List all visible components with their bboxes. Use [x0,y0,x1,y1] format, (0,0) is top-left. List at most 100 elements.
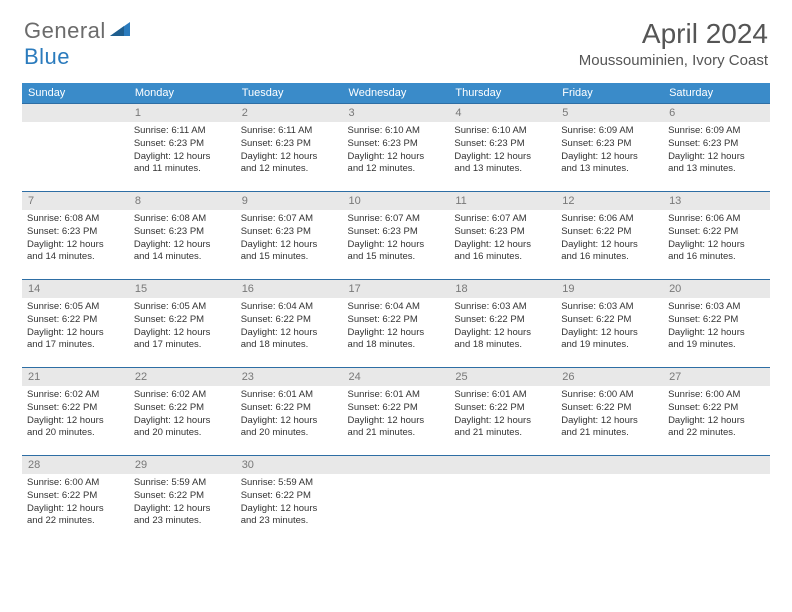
day-sunrise: Sunrise: 6:06 AM [668,213,765,226]
day-cell: 21Sunrise: 6:02 AMSunset: 6:22 PMDayligh… [22,368,129,456]
day-number: 14 [22,280,129,298]
day-sunset: Sunset: 6:23 PM [454,138,551,151]
day-cell: 20Sunrise: 6:03 AMSunset: 6:22 PMDayligh… [663,280,770,368]
dow-tuesday: Tuesday [236,83,343,104]
day-sunrise: Sunrise: 6:04 AM [348,301,445,314]
day-day1: Daylight: 12 hours [454,239,551,252]
day-sunrise: Sunrise: 6:09 AM [561,125,658,138]
day-sunrise: Sunrise: 6:02 AM [27,389,124,402]
day-sunset: Sunset: 6:23 PM [134,138,231,151]
day-sunset: Sunset: 6:22 PM [27,490,124,503]
day-day2: and 12 minutes. [241,163,338,176]
day-day1: Daylight: 12 hours [454,327,551,340]
day-number: 4 [449,104,556,122]
day-body: Sunrise: 6:03 AMSunset: 6:22 PMDaylight:… [663,298,770,355]
day-sunset: Sunset: 6:22 PM [241,314,338,327]
day-body: Sunrise: 6:03 AMSunset: 6:22 PMDaylight:… [556,298,663,355]
day-sunrise: Sunrise: 6:03 AM [668,301,765,314]
day-cell: 14Sunrise: 6:05 AMSunset: 6:22 PMDayligh… [22,280,129,368]
header: General April 2024 Moussouminien, Ivory … [0,0,792,75]
day-sunset: Sunset: 6:22 PM [454,314,551,327]
day-cell [556,456,663,544]
day-sunrise: Sunrise: 6:01 AM [454,389,551,402]
day-day2: and 13 minutes. [454,163,551,176]
day-sunset: Sunset: 6:22 PM [241,402,338,415]
day-body: Sunrise: 5:59 AMSunset: 6:22 PMDaylight:… [129,474,236,531]
day-day2: and 11 minutes. [134,163,231,176]
day-body: Sunrise: 6:01 AMSunset: 6:22 PMDaylight:… [343,386,450,443]
day-sunset: Sunset: 6:22 PM [27,402,124,415]
day-body: Sunrise: 6:05 AMSunset: 6:22 PMDaylight:… [129,298,236,355]
dow-sunday: Sunday [22,83,129,104]
day-sunset: Sunset: 6:23 PM [27,226,124,239]
day-day2: and 18 minutes. [348,339,445,352]
day-cell: 18Sunrise: 6:03 AMSunset: 6:22 PMDayligh… [449,280,556,368]
day-cell [663,456,770,544]
logo-text-general: General [24,18,106,44]
day-number: 22 [129,368,236,386]
day-day2: and 17 minutes. [27,339,124,352]
day-cell: 22Sunrise: 6:02 AMSunset: 6:22 PMDayligh… [129,368,236,456]
week-row: 1Sunrise: 6:11 AMSunset: 6:23 PMDaylight… [22,104,770,192]
day-number: 5 [556,104,663,122]
day-number: 26 [556,368,663,386]
day-day1: Daylight: 12 hours [668,327,765,340]
day-day1: Daylight: 12 hours [241,151,338,164]
day-cell [343,456,450,544]
day-sunrise: Sunrise: 6:11 AM [134,125,231,138]
day-body: Sunrise: 6:07 AMSunset: 6:23 PMDaylight:… [343,210,450,267]
day-day2: and 20 minutes. [27,427,124,440]
day-day1: Daylight: 12 hours [561,415,658,428]
day-day1: Daylight: 12 hours [348,151,445,164]
day-day1: Daylight: 12 hours [134,415,231,428]
day-cell: 30Sunrise: 5:59 AMSunset: 6:22 PMDayligh… [236,456,343,544]
day-day2: and 23 minutes. [134,515,231,528]
day-cell: 28Sunrise: 6:00 AMSunset: 6:22 PMDayligh… [22,456,129,544]
day-number: 11 [449,192,556,210]
day-cell: 19Sunrise: 6:03 AMSunset: 6:22 PMDayligh… [556,280,663,368]
day-sunrise: Sunrise: 6:11 AM [241,125,338,138]
day-number: 16 [236,280,343,298]
day-sunrise: Sunrise: 6:10 AM [348,125,445,138]
day-sunrise: Sunrise: 6:05 AM [134,301,231,314]
day-body: Sunrise: 6:09 AMSunset: 6:23 PMDaylight:… [556,122,663,179]
day-day2: and 17 minutes. [134,339,231,352]
day-number: 3 [343,104,450,122]
day-number: 8 [129,192,236,210]
day-day2: and 21 minutes. [561,427,658,440]
calendar-table: Sunday Monday Tuesday Wednesday Thursday… [22,83,770,544]
day-sunrise: Sunrise: 6:00 AM [668,389,765,402]
day-day2: and 22 minutes. [668,427,765,440]
day-sunrise: Sunrise: 6:05 AM [27,301,124,314]
day-cell: 13Sunrise: 6:06 AMSunset: 6:22 PMDayligh… [663,192,770,280]
day-day2: and 23 minutes. [241,515,338,528]
day-day2: and 14 minutes. [134,251,231,264]
dow-row: Sunday Monday Tuesday Wednesday Thursday… [22,83,770,104]
day-body: Sunrise: 6:00 AMSunset: 6:22 PMDaylight:… [22,474,129,531]
logo-text-blue: Blue [24,44,70,69]
day-number-empty [556,456,663,474]
day-day1: Daylight: 12 hours [134,503,231,516]
day-sunrise: Sunrise: 6:06 AM [561,213,658,226]
day-day1: Daylight: 12 hours [27,239,124,252]
day-sunset: Sunset: 6:23 PM [668,138,765,151]
day-body: Sunrise: 6:03 AMSunset: 6:22 PMDaylight:… [449,298,556,355]
day-day1: Daylight: 12 hours [241,503,338,516]
day-day1: Daylight: 12 hours [241,239,338,252]
day-day2: and 21 minutes. [454,427,551,440]
day-sunset: Sunset: 6:22 PM [668,402,765,415]
day-number: 23 [236,368,343,386]
day-body: Sunrise: 6:01 AMSunset: 6:22 PMDaylight:… [449,386,556,443]
day-number-empty [343,456,450,474]
day-number: 9 [236,192,343,210]
day-sunrise: Sunrise: 6:07 AM [454,213,551,226]
day-sunrise: Sunrise: 6:04 AM [241,301,338,314]
day-cell [22,104,129,192]
day-cell: 10Sunrise: 6:07 AMSunset: 6:23 PMDayligh… [343,192,450,280]
day-sunrise: Sunrise: 6:09 AM [668,125,765,138]
day-cell: 23Sunrise: 6:01 AMSunset: 6:22 PMDayligh… [236,368,343,456]
dow-saturday: Saturday [663,83,770,104]
day-sunrise: Sunrise: 6:01 AM [348,389,445,402]
day-cell [449,456,556,544]
day-day1: Daylight: 12 hours [668,239,765,252]
